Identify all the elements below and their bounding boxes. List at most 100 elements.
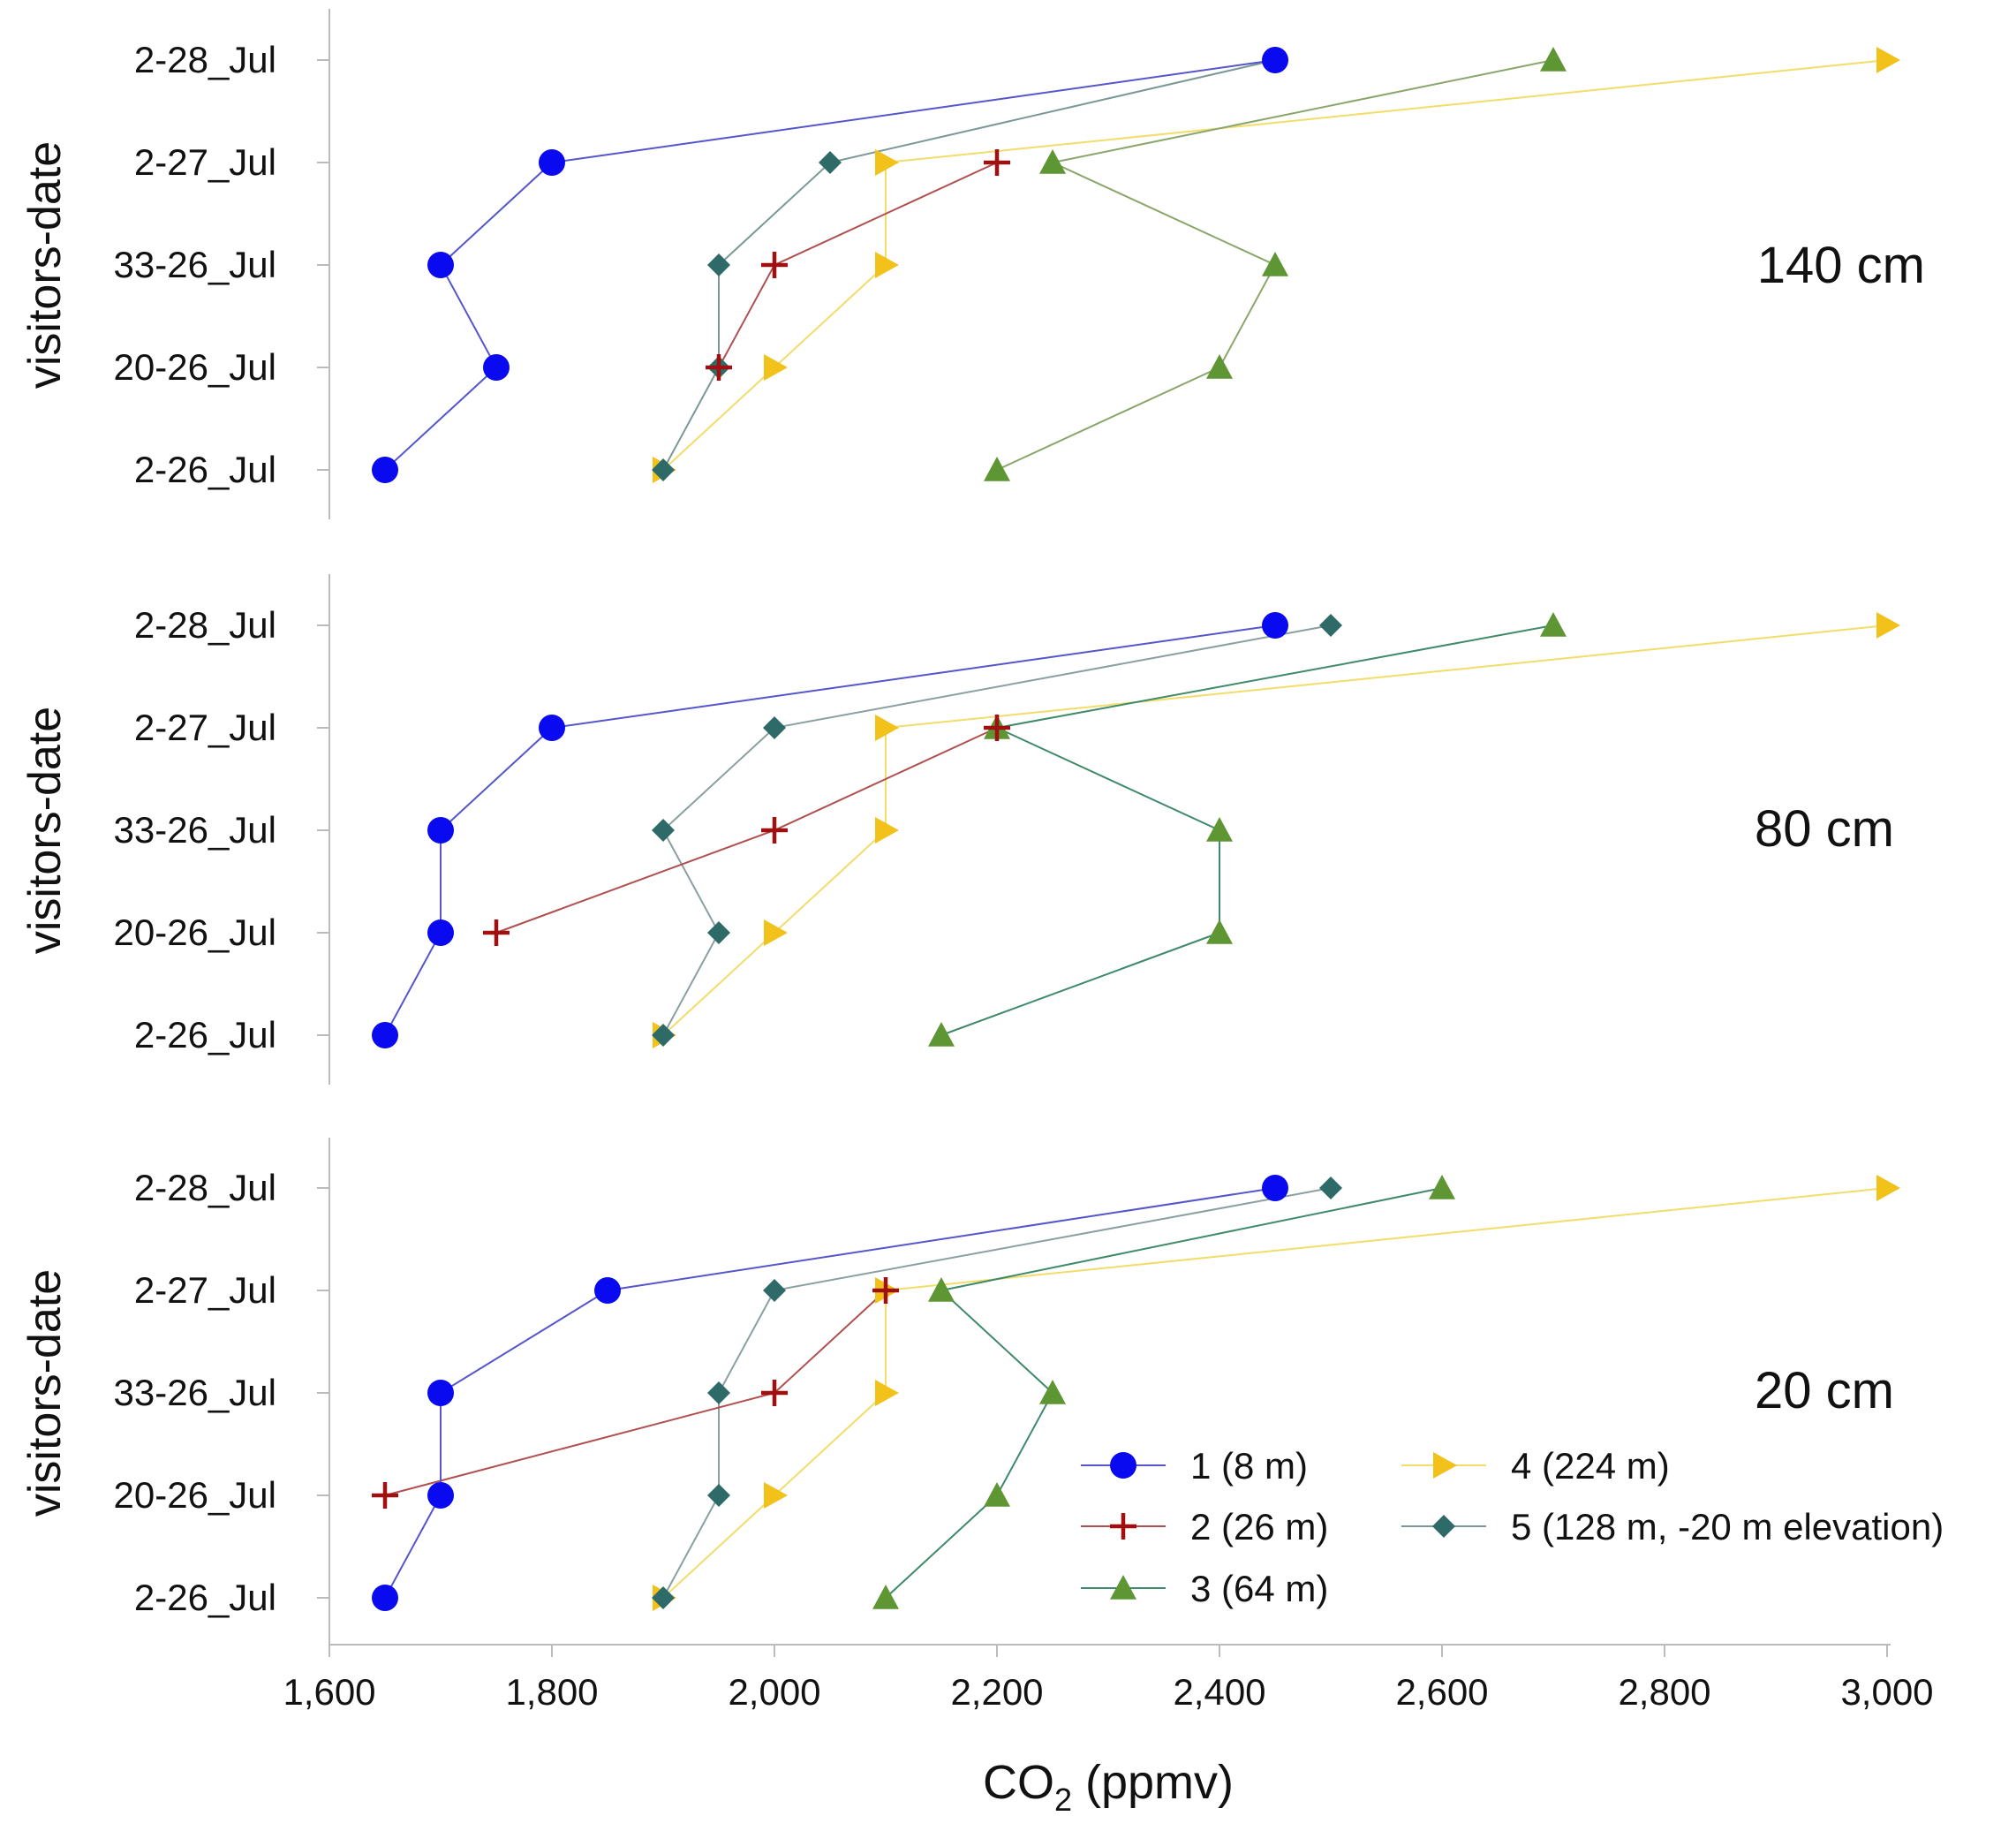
series-line-1 <box>384 59 1276 471</box>
data-point-series-2 <box>761 252 788 278</box>
series-line-3 <box>885 1187 1443 1599</box>
data-point-series-5 <box>652 1586 675 1609</box>
data-point-series-3 <box>1206 817 1233 842</box>
data-point-series-2 <box>706 354 732 381</box>
data-point-series-1 <box>539 715 565 741</box>
data-point-series-3 <box>1206 919 1233 944</box>
data-point-series-4 <box>764 354 788 381</box>
data-point-series-4 <box>875 149 899 176</box>
data-point-series-3 <box>984 457 1010 481</box>
panel-label: 20 cm <box>1755 1362 1894 1419</box>
data-point-series-5 <box>763 716 786 739</box>
data-point-series-2 <box>872 1277 899 1304</box>
data-point-series-1 <box>427 919 454 946</box>
data-point-series-1 <box>372 1585 398 1611</box>
x-tick-label: 3,000 <box>1840 1671 1933 1713</box>
legend-label: 2 (26 m) <box>1190 1506 1328 1547</box>
legend-marker <box>1110 1575 1136 1600</box>
data-point-series-2 <box>483 919 510 946</box>
x-axis: 1,600 1,800 2,000 2,200 2,400 2,600 2,800 3,000 <box>283 1644 1934 1713</box>
y-tick-label: 2-28_Jul <box>134 1167 276 1208</box>
x-tick-label: 2,000 <box>728 1671 820 1713</box>
data-point-series-4 <box>1876 612 1900 639</box>
y-axis-title: visitors-date <box>19 707 71 954</box>
x-tick-label: 2,600 <box>1395 1671 1488 1713</box>
data-point-series-1 <box>427 817 454 844</box>
data-point-series-1 <box>594 1277 621 1304</box>
data-point-series-4 <box>875 1380 899 1406</box>
data-point-series-5 <box>707 253 730 276</box>
data-point-series-5 <box>763 1279 786 1302</box>
series-line-1 <box>384 624 1276 1036</box>
data-point-series-4 <box>875 715 899 741</box>
y-tick-label: 20-26_Jul <box>114 346 276 388</box>
legend-entry: 1 (8 m) <box>1081 1445 1308 1487</box>
legend-marker <box>1432 1515 1455 1538</box>
y-tick-label: 33-26_Jul <box>114 809 276 851</box>
y-axis-title: visitors-date <box>19 1269 71 1517</box>
data-point-series-5 <box>1319 1177 1342 1199</box>
legend-marker <box>1433 1452 1457 1479</box>
legend-label: 4 (224 m) <box>1511 1445 1670 1487</box>
x-axis-title-main: CO <box>983 1756 1054 1809</box>
data-point-series-3 <box>1540 612 1567 637</box>
data-point-series-2 <box>761 1380 788 1406</box>
data-point-series-3 <box>1429 1175 1455 1199</box>
data-point-series-3 <box>1206 354 1233 379</box>
legend-entry: 2 (26 m) <box>1081 1506 1328 1547</box>
data-point-series-3 <box>1039 1380 1066 1404</box>
data-point-series-4 <box>875 252 899 278</box>
y-tick-label: 2-27_Jul <box>134 141 276 183</box>
y-tick-label: 2-26_Jul <box>134 1014 276 1055</box>
y-tick-label: 2-27_Jul <box>134 1269 276 1311</box>
panel-20-cm: 2-28_Jul 2-27_Jul 33-26_Jul 20-26_Jul 2-26_J… <box>19 1138 1900 1645</box>
y-tick-label: 2-26_Jul <box>134 449 276 490</box>
series-line-5 <box>662 59 1276 471</box>
y-tick-label: 20-26_Jul <box>114 912 276 953</box>
data-point-series-4 <box>1876 1175 1900 1201</box>
legend-label: 3 (64 m) <box>1190 1568 1328 1609</box>
legend-entry: 3 (64 m) <box>1081 1568 1328 1609</box>
y-tick-label: 20-26_Jul <box>114 1474 276 1516</box>
y-tick-label: 2-26_Jul <box>134 1577 276 1618</box>
data-point-series-1 <box>372 1022 398 1048</box>
data-point-series-2 <box>984 149 1010 176</box>
data-point-series-1 <box>483 354 510 381</box>
data-point-series-5 <box>707 1484 730 1507</box>
data-point-series-4 <box>764 919 788 946</box>
data-point-series-1 <box>372 457 398 483</box>
y-tick-label: 2-28_Jul <box>134 39 276 80</box>
x-tick-label: 1,600 <box>283 1671 375 1713</box>
series-line-2 <box>718 162 998 368</box>
series-line-2 <box>495 727 998 934</box>
y-tick-label: 33-26_Jul <box>114 1372 276 1413</box>
legend-label: 1 (8 m) <box>1190 1445 1308 1487</box>
data-point-series-2 <box>984 715 1010 741</box>
panels-layer: 2-28_Jul 2-27_Jul 33-26_Jul 20-26_Jul 2-26_J… <box>19 9 1925 1645</box>
series-line-2 <box>384 1290 887 1496</box>
data-point-series-1 <box>539 149 565 176</box>
data-point-series-3 <box>872 1585 899 1609</box>
data-point-series-5 <box>707 1381 730 1404</box>
y-tick-label: 33-26_Jul <box>114 244 276 285</box>
y-tick-label: 2-28_Jul <box>134 604 276 646</box>
legend-entry: 4 (224 m) <box>1401 1445 1670 1487</box>
panel-label: 80 cm <box>1755 800 1894 858</box>
data-point-series-5 <box>652 819 675 842</box>
data-point-series-5 <box>819 151 842 174</box>
data-point-series-4 <box>764 1482 788 1509</box>
data-point-series-3 <box>928 1277 955 1302</box>
x-tick-label: 2,800 <box>1618 1671 1710 1713</box>
data-point-series-3 <box>928 1022 955 1047</box>
data-point-series-4 <box>1876 47 1900 73</box>
legend-marker <box>1110 1513 1136 1540</box>
y-tick-label: 2-27_Jul <box>134 707 276 748</box>
x-axis-title-unit: (ppmv) <box>1072 1756 1234 1809</box>
data-point-series-3 <box>1540 47 1567 72</box>
data-point-series-1 <box>427 252 454 278</box>
data-point-series-2 <box>761 817 788 844</box>
data-point-series-5 <box>707 921 730 944</box>
x-axis-title-subscript: 2 <box>1054 1782 1072 1818</box>
data-point-series-5 <box>652 458 675 481</box>
x-tick-label: 2,400 <box>1173 1671 1265 1713</box>
